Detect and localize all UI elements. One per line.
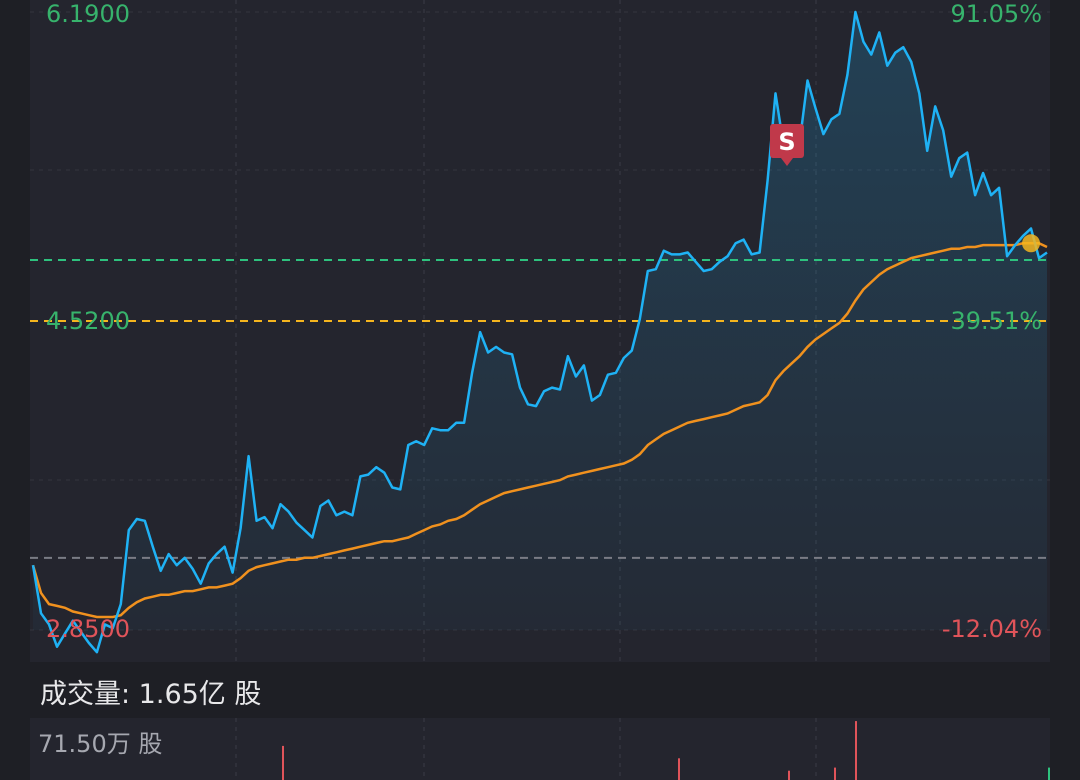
price-area-fill: [33, 12, 1047, 653]
price-line: [31, 10, 1048, 654]
sell-marker[interactable]: S: [770, 124, 804, 166]
max-pct-label: 91.05%: [950, 0, 1042, 28]
volume-bar-0: [282, 745, 284, 780]
sell-marker-box: [770, 124, 804, 158]
volume-bar-3: [834, 767, 836, 780]
volume-bar-2: [788, 770, 790, 780]
sell-marker-tail: [781, 158, 793, 166]
volume-bar-1: [678, 758, 680, 780]
avg-end-dot: [1022, 234, 1041, 253]
mid-price-label: 4.5200: [46, 307, 130, 335]
min-pct-label: -12.04%: [941, 615, 1042, 643]
avg-price-line: [31, 242, 1048, 619]
sell-marker-label: S: [778, 128, 795, 156]
volume-bars: [282, 721, 1050, 780]
volume-background: [30, 718, 1050, 780]
volume-max-label: 71.50万 股: [38, 730, 163, 758]
max-price-label: 6.1900: [46, 0, 130, 28]
volume-bar-4: [855, 721, 857, 780]
mid-pct-label: 39.51%: [950, 307, 1042, 335]
min-price-label: 2.8500: [46, 615, 130, 643]
volume-title: 成交量: 1.65亿 股: [40, 679, 262, 710]
volume-bar-5: [1048, 767, 1050, 780]
